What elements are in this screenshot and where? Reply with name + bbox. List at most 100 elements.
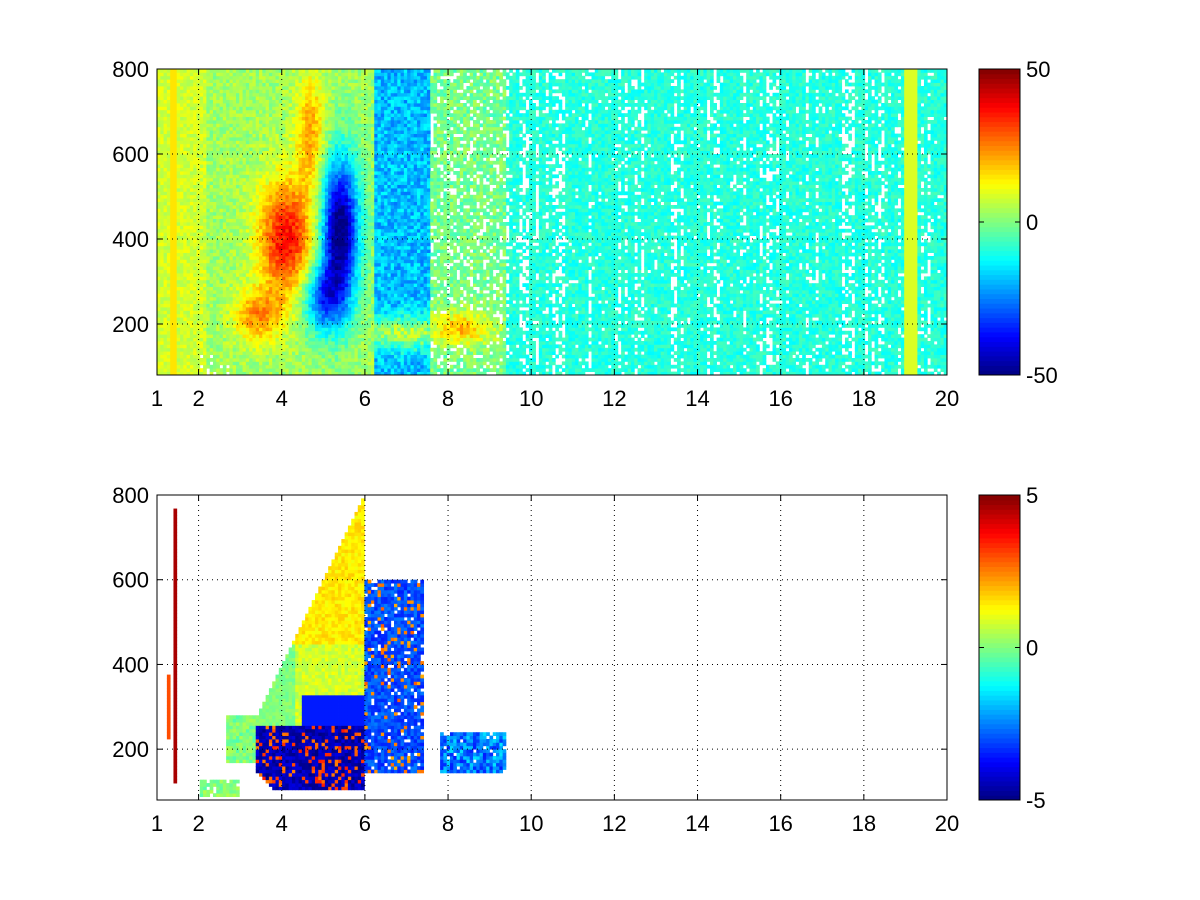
heatmap-cell [216,368,220,372]
heatmap-cell [249,222,253,226]
heatmap-cell [190,202,194,206]
heatmap-cell [335,147,339,151]
heatmap-cell [328,134,332,138]
heatmap-cell [322,355,326,359]
heatmap-cell [308,219,312,223]
heatmap-cell [266,127,270,131]
heatmap-cell [295,123,299,127]
heatmap-cell [193,178,197,182]
heatmap-cell [160,358,164,362]
heatmap-cell [328,280,332,284]
heatmap-cell [252,327,256,331]
heatmap-cell [285,314,289,318]
heatmap-cell [220,266,224,270]
heatmap-cell [170,361,174,365]
heatmap-cell [259,232,263,236]
heatmap-cell [252,242,256,246]
heatmap-cell [328,310,332,314]
heatmap-cell [187,351,191,355]
heatmap-cell [167,263,171,267]
heatmap-cell [190,79,194,83]
heatmap-cell [187,178,191,182]
heatmap-cell [305,212,309,216]
heatmap-cell [200,297,204,301]
heatmap-cell [170,246,174,250]
heatmap-cell [331,96,335,100]
heatmap-cell [262,168,266,172]
heatmap-cell [331,283,335,287]
heatmap-cell [164,338,168,342]
heatmap-cell [210,154,214,158]
heatmap-cell [256,341,260,345]
heatmap-cell [193,280,197,284]
heatmap-cell [272,123,276,127]
heatmap-cell [236,324,240,328]
heatmap-cell [183,117,187,121]
heatmap-cell [223,215,227,219]
heatmap-cell [216,123,220,127]
heatmap-cell [233,239,237,243]
heatmap-cell [243,266,247,270]
heatmap-cell [256,100,260,104]
heatmap-cell [239,351,243,355]
heatmap-cell [213,297,217,301]
heatmap-cell [243,304,247,308]
heatmap-cell [203,113,207,117]
heatmap-cell [249,83,253,87]
heatmap-cell [325,256,329,260]
heatmap-cell [157,144,161,148]
heatmap-cell [187,130,191,134]
heatmap-cell [200,154,204,158]
heatmap-cell [180,344,184,348]
heatmap-cell [183,174,187,178]
heatmap-cell [220,100,224,104]
heatmap-cell [295,103,299,107]
heatmap-cell [315,331,319,335]
heatmap-cell [190,83,194,87]
heatmap-cell [312,307,316,311]
heatmap-cell [229,310,233,314]
heatmap-cell [177,188,181,192]
heatmap-cell [276,178,280,182]
heatmap-cell [262,185,266,189]
heatmap-cell [200,304,204,308]
heatmap-cell [289,263,293,267]
heatmap-cell [170,259,174,263]
heatmap-cell [213,239,217,243]
heatmap-cell [170,270,174,274]
heatmap-cell [213,270,217,274]
heatmap-cell [183,198,187,202]
heatmap-cell [183,283,187,287]
heatmap-cell [157,300,161,304]
heatmap-cell [259,161,263,165]
heatmap-cell [157,249,161,253]
heatmap-cell [203,276,207,280]
heatmap-cell [173,117,177,121]
heatmap-cell [302,348,306,352]
heatmap-cell [285,222,289,226]
heatmap-cell [328,338,332,342]
heatmap-cell [193,266,197,270]
heatmap-cell [160,348,164,352]
heatmap-cell [170,103,174,107]
heatmap-cell [229,76,233,80]
heatmap-cell [233,273,237,277]
heatmap-cell [276,307,280,311]
heatmap-cell [299,348,303,352]
heatmap-cell [210,69,214,73]
heatmap-cell [331,76,335,80]
heatmap-cell [236,365,240,369]
heatmap-cell [315,134,319,138]
heatmap-cell [308,130,312,134]
heatmap-cell [308,140,312,144]
heatmap-cell [183,113,187,117]
heatmap-cell [233,219,237,223]
heatmap-cell [160,127,164,131]
heatmap-cell [220,344,224,348]
heatmap-cell [318,273,322,277]
heatmap-cell [259,273,263,277]
heatmap-cell [183,181,187,185]
heatmap-cell [295,256,299,260]
heatmap-cell [233,355,237,359]
heatmap-cell [266,106,270,110]
